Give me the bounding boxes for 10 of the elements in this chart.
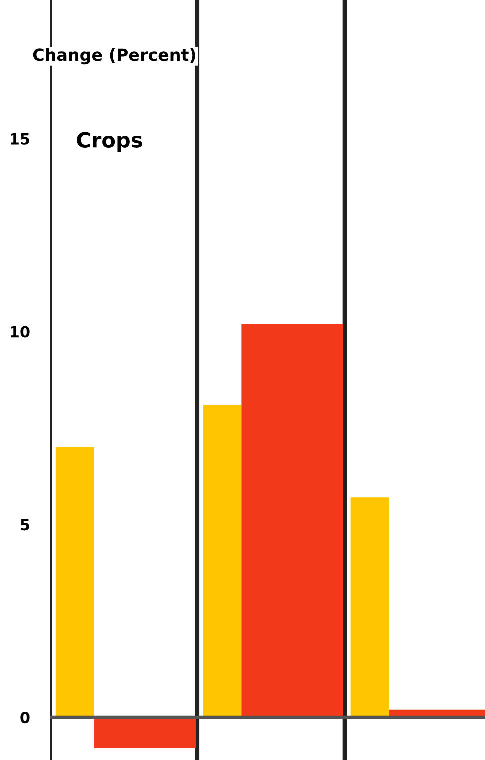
- bar: [203, 405, 242, 718]
- y-axis-title: Change (Percent): [33, 48, 196, 65]
- y-tick-label: 0: [20, 712, 30, 724]
- y-tick-label: 10: [11, 326, 30, 338]
- bar: [56, 448, 94, 718]
- y-tick-label: 15: [11, 134, 30, 145]
- bar: [350, 498, 390, 718]
- text: Crops: [77, 132, 142, 152]
- bar: [94, 718, 196, 748]
- y-tick-label: 5: [21, 519, 30, 531]
